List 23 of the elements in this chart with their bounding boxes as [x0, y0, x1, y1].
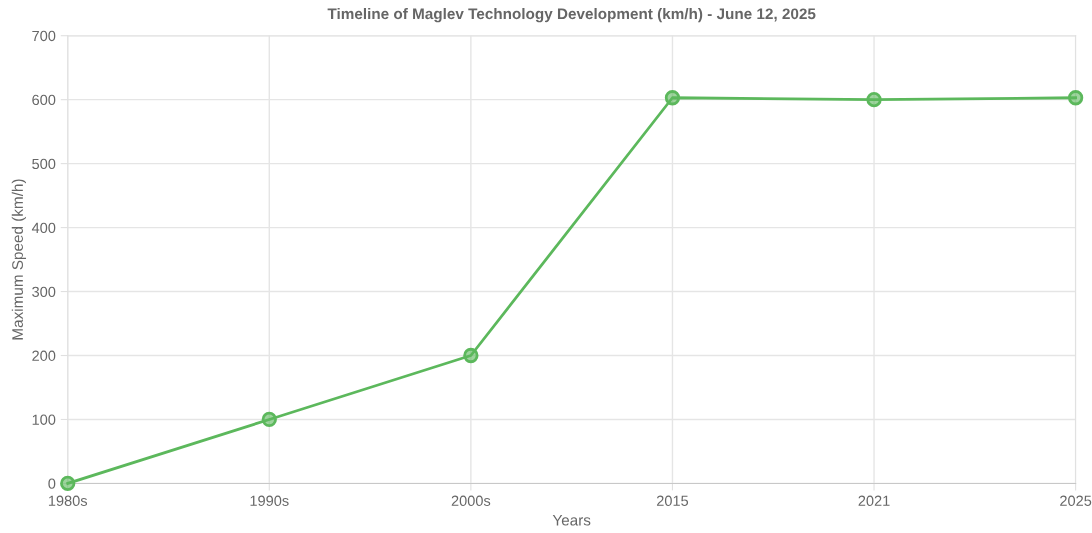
- x-tick-label: 2015: [656, 495, 689, 506]
- y-tick-label: 600: [32, 94, 56, 106]
- y-tick-label: 300: [32, 286, 56, 297]
- point: [1067, 90, 1084, 106]
- y-tick-label: 100: [32, 414, 56, 425]
- y-tick-label: 700: [32, 30, 56, 42]
- point: [866, 92, 882, 108]
- x-tick-label: 2000s: [451, 495, 491, 506]
- y-tick-label: 400: [31, 222, 56, 234]
- chart-title: Timeline of Maglev Technology Development (km/h) - June 12, 2025: [327, 7, 816, 23]
- point: [60, 475, 76, 492]
- point: [261, 411, 277, 428]
- x-tick-label: 1980s: [48, 495, 88, 506]
- x-tick-label: 2025: [1060, 495, 1092, 506]
- point: [463, 347, 479, 364]
- y-tick-label: 200: [32, 350, 56, 361]
- x-axis-title: Years: [552, 514, 591, 526]
- y-tick-label: 500: [32, 158, 56, 170]
- x-tick-label: 2021: [858, 495, 890, 506]
- point: [664, 90, 681, 106]
- y-axis-title: Maximum Speed (km/h): [11, 179, 27, 340]
- x-tick-label: 1990s: [250, 495, 289, 506]
- y-tick-label: 0: [48, 478, 56, 489]
